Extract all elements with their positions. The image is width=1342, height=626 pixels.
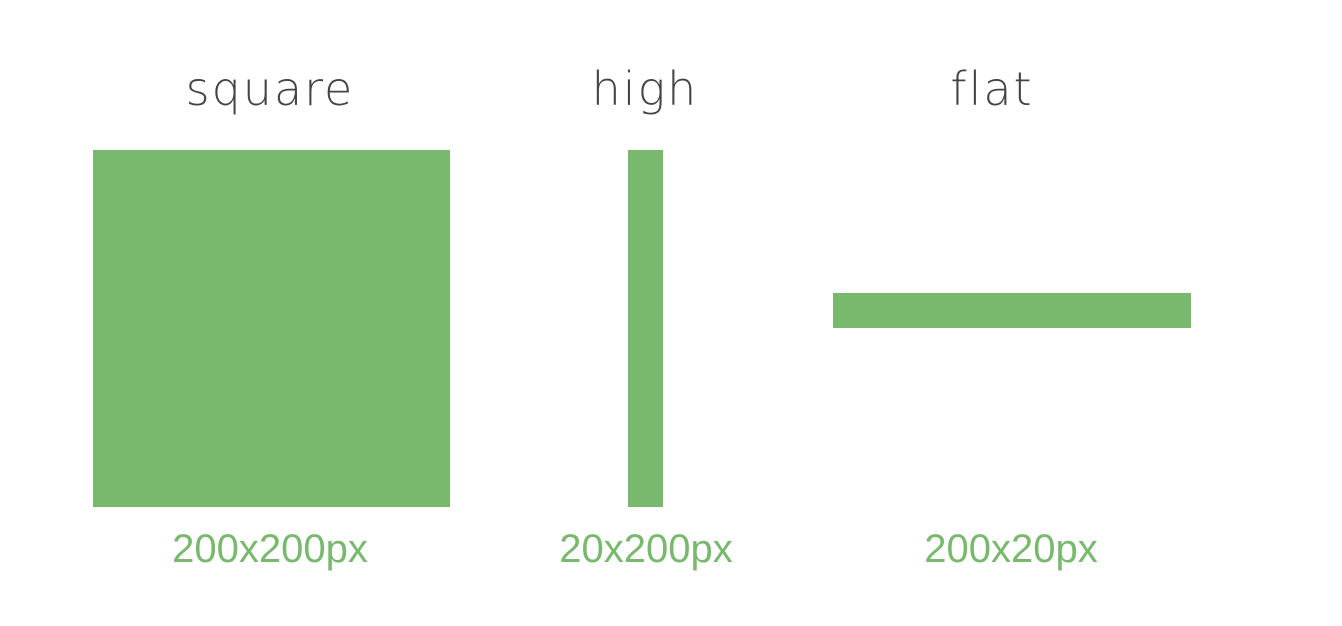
shape-title: square (186, 62, 355, 116)
shape-size: 200x200px (172, 527, 368, 571)
shape-title: flat (950, 62, 1033, 116)
square-shape (93, 150, 450, 507)
flat-group: flat 200x20px (833, 62, 1191, 571)
shape-size: 200x20px (924, 527, 1097, 571)
high-shape (628, 150, 663, 507)
flat-shape (833, 293, 1191, 328)
square-group: square 200x200px (93, 62, 450, 571)
high-group: high 20x200px (559, 62, 732, 571)
shape-size: 20x200px (559, 527, 732, 571)
shape-title: high (592, 62, 699, 116)
